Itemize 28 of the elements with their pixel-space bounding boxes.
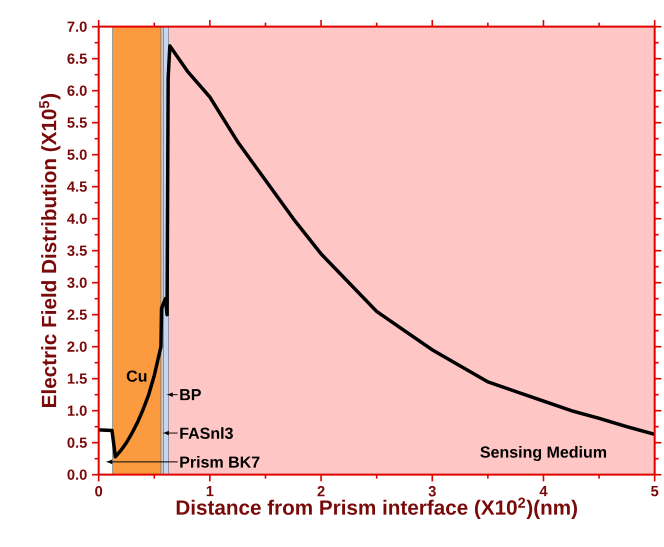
- x-tick-label: 0: [95, 486, 102, 497]
- x-tick-label: 1: [206, 486, 214, 496]
- y-tick-label: 2.5: [67, 310, 87, 320]
- y-tick-label: 6.5: [67, 54, 87, 64]
- y-tick-label: 1.0: [68, 406, 87, 416]
- band-label: FASnl3: [180, 427, 233, 440]
- y-tick-label: 2.0: [67, 342, 87, 352]
- y-tick-label: 0.5: [67, 438, 87, 448]
- y-tick-label: 3.0: [67, 278, 87, 288]
- x-tick-label: 2: [317, 486, 325, 496]
- band-label: Sensing Medium: [480, 446, 606, 462]
- y-tick-label: 0.0: [67, 470, 87, 480]
- y-tick-label: 5.0: [67, 150, 87, 160]
- band-label: BP: [180, 389, 201, 400]
- y-tick-label: 3.5: [67, 246, 87, 256]
- x-tick-label: 3: [428, 486, 436, 497]
- y-tick-label: 4.5: [67, 182, 87, 192]
- x-tick-label: 5: [651, 486, 658, 496]
- band-label: Prism BK7: [180, 456, 260, 468]
- x-axis-title: Distance from Prism interface (X10$^{2}$)(nm): [176, 498, 577, 520]
- band-label: Cu: [126, 370, 146, 382]
- y-tick-label: 6.0: [67, 86, 87, 96]
- y-tick-label: 4.0: [67, 214, 87, 224]
- y-axis-title: Electric Field Distribution (X10$^{5}$): [39, 94, 60, 408]
- y-tick-label: 7.0: [68, 22, 87, 32]
- y-tick-label: 1.5: [68, 374, 87, 384]
- y-tick-label: 5.5: [67, 118, 87, 128]
- x-tick-label: 4: [540, 486, 548, 496]
